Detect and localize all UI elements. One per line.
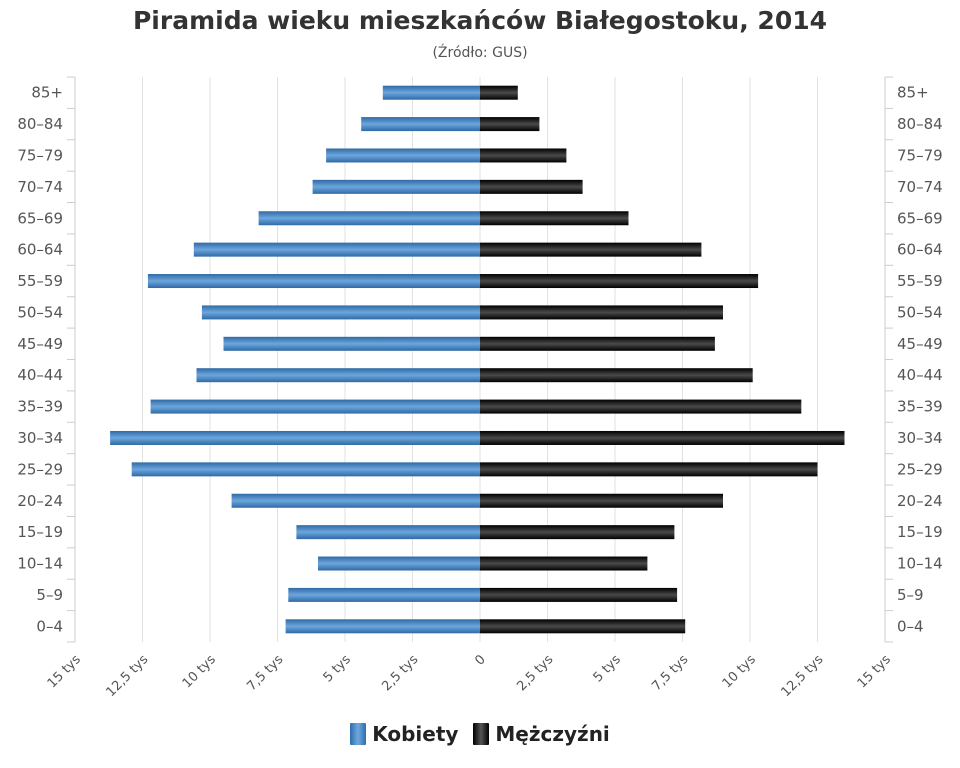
bar-kobiety bbox=[326, 148, 480, 163]
bar-mezczyzni bbox=[480, 619, 686, 634]
bar-mezczyzni bbox=[480, 274, 759, 289]
x-tick-label: 5 tys bbox=[321, 652, 354, 685]
x-tick-label: 15 tys bbox=[45, 652, 84, 691]
chart-subtitle: (Źródło: GUS) bbox=[432, 45, 528, 61]
bar-mezczyzni bbox=[480, 368, 753, 383]
x-tick-label: 2,5 tys bbox=[379, 652, 421, 694]
y-category-label-left: 40–44 bbox=[17, 366, 63, 384]
bar-kobiety bbox=[131, 462, 480, 477]
bar-mezczyzni bbox=[480, 336, 715, 351]
y-category-label-right: 70–74 bbox=[897, 178, 943, 196]
y-category-label-left: 30–34 bbox=[17, 429, 63, 447]
y-category-label-right: 0–4 bbox=[897, 617, 924, 635]
legend-label-mezczyzni: Mężczyźni bbox=[495, 722, 610, 746]
y-category-label-left: 55–59 bbox=[17, 272, 63, 290]
bar-kobiety bbox=[150, 399, 480, 414]
y-category-label-left: 35–39 bbox=[17, 398, 63, 416]
x-tick-label: 10 tys bbox=[180, 652, 219, 691]
bar-kobiety bbox=[193, 242, 481, 257]
y-category-label-right: 85+ bbox=[897, 84, 929, 102]
x-tick-label: 7,5 tys bbox=[244, 652, 286, 694]
chart-title: Piramida wieku mieszkańców Białegostoku,… bbox=[132, 6, 828, 35]
bar-mezczyzni bbox=[480, 117, 540, 132]
bar-kobiety bbox=[288, 587, 480, 602]
y-category-label-right: 15–19 bbox=[897, 523, 943, 541]
y-category-label-right: 30–34 bbox=[897, 429, 943, 447]
y-category-label-right: 80–84 bbox=[897, 115, 943, 133]
bar-kobiety bbox=[231, 493, 480, 508]
bar-kobiety bbox=[361, 117, 480, 132]
bar-mezczyzni bbox=[480, 587, 678, 602]
y-category-label-right: 55–59 bbox=[897, 272, 943, 290]
x-tick-label: 15 tys bbox=[855, 652, 894, 691]
bar-mezczyzni bbox=[480, 430, 845, 445]
y-category-label-left: 10–14 bbox=[17, 555, 63, 573]
y-category-label-right: 35–39 bbox=[897, 398, 943, 416]
y-category-label-right: 65–69 bbox=[897, 209, 943, 227]
bar-mezczyzni bbox=[480, 305, 723, 320]
bar-mezczyzni bbox=[480, 242, 702, 257]
y-category-label-right: 5–9 bbox=[897, 586, 924, 604]
y-category-label-left: 20–24 bbox=[17, 492, 63, 510]
bar-kobiety bbox=[223, 336, 480, 351]
y-category-label-left: 85+ bbox=[31, 84, 63, 102]
legend-swatch-kobiety bbox=[350, 723, 367, 745]
y-category-label-right: 50–54 bbox=[897, 303, 943, 321]
y-category-label-right: 60–64 bbox=[897, 241, 943, 259]
bar-mezczyzni bbox=[480, 211, 629, 226]
y-category-label-right: 40–44 bbox=[897, 366, 943, 384]
bar-mezczyzni bbox=[480, 462, 818, 477]
x-tick-label: 0 bbox=[472, 652, 488, 668]
y-category-label-left: 45–49 bbox=[17, 335, 63, 353]
legend-item-kobiety[interactable]: Kobiety bbox=[350, 722, 458, 746]
y-category-label-left: 80–84 bbox=[17, 115, 63, 133]
x-tick-label: 12,5 tys bbox=[103, 652, 151, 700]
bar-mezczyzni bbox=[480, 85, 518, 100]
y-category-label-left: 50–54 bbox=[17, 303, 63, 321]
chart-legend: Kobiety Mężczyźni bbox=[0, 722, 960, 750]
y-category-label-right: 75–79 bbox=[897, 146, 943, 164]
bar-kobiety bbox=[258, 211, 480, 226]
bar-mezczyzni bbox=[480, 525, 675, 540]
x-tick-label: 10 tys bbox=[720, 652, 759, 691]
y-category-label-right: 45–49 bbox=[897, 335, 943, 353]
bar-kobiety bbox=[201, 305, 480, 320]
y-category-label-left: 25–29 bbox=[17, 460, 63, 478]
bar-kobiety bbox=[196, 368, 480, 383]
y-category-label-right: 25–29 bbox=[897, 460, 943, 478]
bar-mezczyzni bbox=[480, 148, 567, 163]
y-category-label-left: 70–74 bbox=[17, 178, 63, 196]
y-category-label-left: 65–69 bbox=[17, 209, 63, 227]
bar-kobiety bbox=[110, 430, 480, 445]
bar-kobiety bbox=[147, 274, 480, 289]
legend-label-kobiety: Kobiety bbox=[372, 722, 459, 746]
legend-item-mezczyzni[interactable]: Mężczyźni bbox=[473, 722, 610, 746]
bar-kobiety bbox=[296, 525, 480, 540]
y-category-label-right: 20–24 bbox=[897, 492, 943, 510]
y-category-label-left: 5–9 bbox=[36, 586, 63, 604]
y-category-label-left: 60–64 bbox=[17, 241, 63, 259]
x-tick-label: 12,5 tys bbox=[778, 652, 826, 700]
bar-kobiety bbox=[312, 179, 480, 194]
bar-kobiety bbox=[285, 619, 480, 634]
bar-mezczyzni bbox=[480, 399, 802, 414]
x-tick-label: 2,5 tys bbox=[514, 652, 556, 694]
x-tick-label: 5 tys bbox=[591, 652, 624, 685]
legend-swatch-mezczyzni bbox=[473, 723, 490, 745]
bar-kobiety bbox=[318, 556, 480, 571]
y-category-label-left: 15–19 bbox=[17, 523, 63, 541]
bar-mezczyzni bbox=[480, 493, 723, 508]
x-tick-label: 7,5 tys bbox=[649, 652, 691, 694]
bar-mezczyzni bbox=[480, 179, 583, 194]
y-category-label-left: 0–4 bbox=[36, 617, 63, 635]
y-category-label-right: 10–14 bbox=[897, 555, 943, 573]
y-category-label-left: 75–79 bbox=[17, 146, 63, 164]
bar-kobiety bbox=[382, 85, 480, 100]
bar-mezczyzni bbox=[480, 556, 648, 571]
